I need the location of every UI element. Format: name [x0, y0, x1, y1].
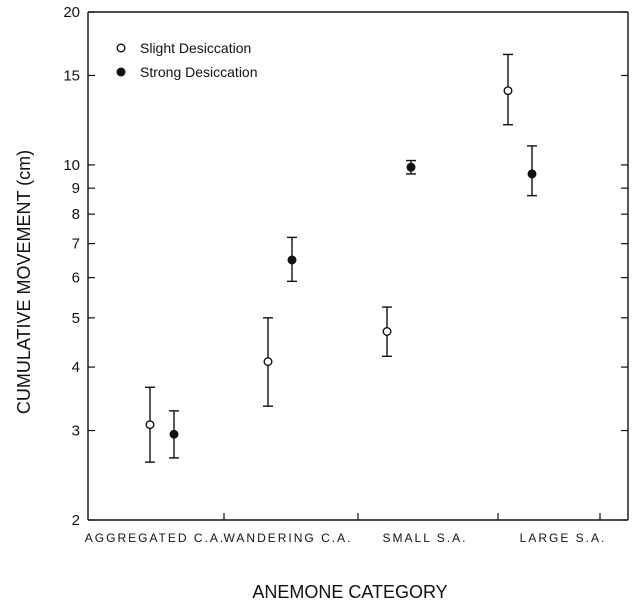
y-tick-label: 5 — [72, 310, 80, 327]
y-tick-label: 10 — [63, 157, 80, 174]
legend-label: Strong Desiccation — [140, 64, 258, 80]
x-axis-title: ANEMONE CATEGORY — [252, 582, 447, 602]
x-category-label: AGGREGATED C.A. — [85, 531, 225, 545]
y-axis-ticks: 2 3 4 5 6 7 8 9 10 15 20 — [63, 4, 628, 529]
x-category-label: WANDERING C.A. — [224, 531, 353, 545]
data-point-open — [503, 86, 513, 96]
legend: Slight Desiccation Strong Desiccation — [116, 40, 258, 80]
y-tick-label: 20 — [63, 4, 80, 21]
y-tick-label: 3 — [72, 423, 80, 440]
series-0 — [145, 53, 513, 463]
x-axis-ticks: AGGREGATED C.A.WANDERING C.A. SMALL S.A. L… — [85, 513, 607, 545]
legend-marker-filled — [116, 67, 126, 77]
x-category-label: LARGE S.A. — [520, 531, 607, 545]
y-tick-label: 15 — [63, 67, 80, 84]
legend-marker-open — [116, 43, 126, 53]
series-1 — [169, 145, 537, 459]
data-point-open — [145, 420, 155, 430]
y-tick-label: 8 — [72, 206, 80, 223]
legend-label: Slight Desiccation — [140, 40, 251, 56]
y-tick-label: 6 — [72, 270, 80, 287]
plot-frame — [87, 11, 629, 521]
y-tick-label: 9 — [72, 180, 80, 197]
data-point-filled — [527, 169, 537, 179]
data-series — [145, 53, 537, 463]
data-point-filled — [406, 162, 416, 172]
y-tick-label: 4 — [72, 359, 80, 376]
data-point-filled — [287, 255, 297, 265]
data-point-filled — [169, 429, 179, 439]
y-axis-title: CUMULATIVE MOVEMENT (cm) — [14, 150, 34, 414]
x-category-label: SMALL S.A. — [383, 531, 468, 545]
data-point-open — [382, 326, 392, 336]
y-tick-label: 7 — [72, 236, 80, 253]
y-tick-label: 2 — [72, 512, 80, 529]
data-point-open — [263, 357, 273, 367]
